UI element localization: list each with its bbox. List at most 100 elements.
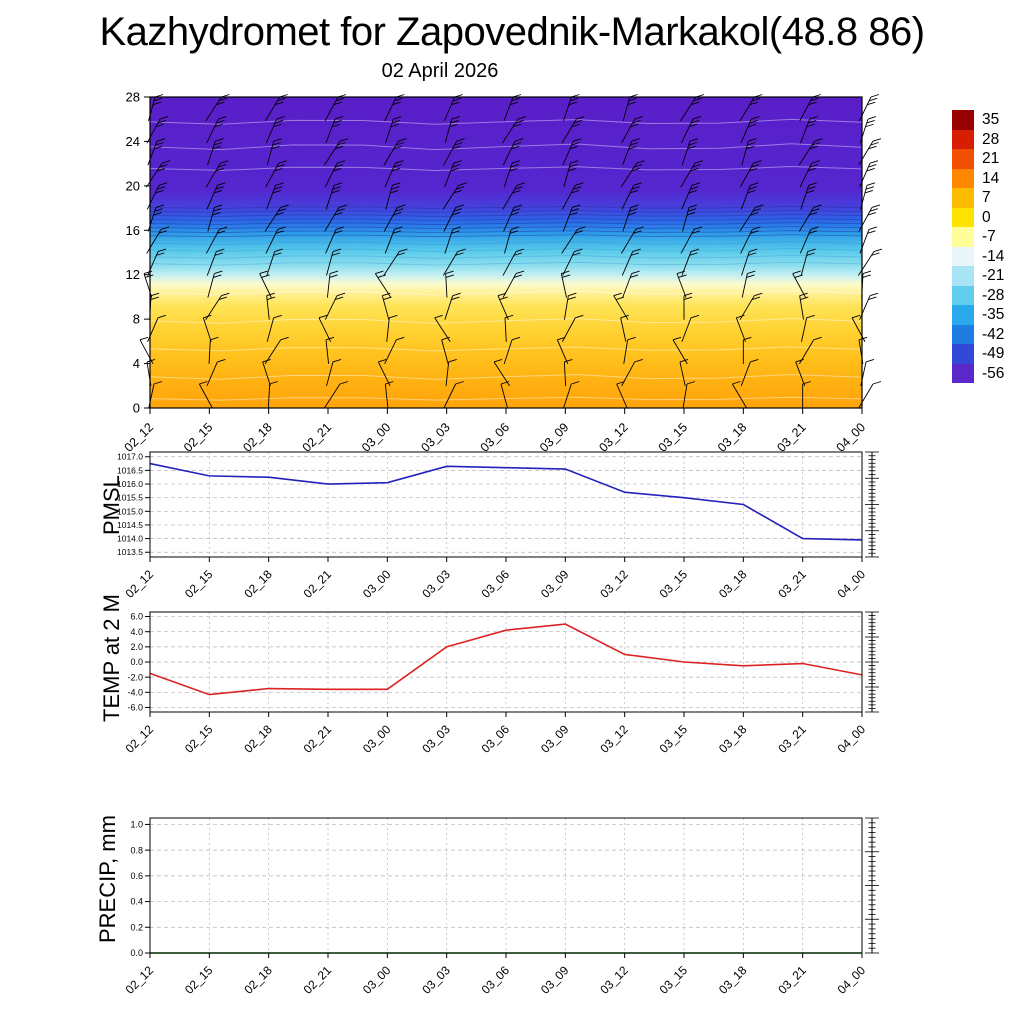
colorbar-cell <box>952 188 974 208</box>
svg-text:04_00: 04_00 <box>835 567 869 601</box>
colorbar-cell <box>952 344 974 364</box>
svg-text:24: 24 <box>126 134 140 149</box>
svg-text:02_15: 02_15 <box>182 963 216 997</box>
colorbar-label: 0 <box>982 208 991 226</box>
svg-text:02_21: 02_21 <box>301 963 335 997</box>
temp-panel: 6.0 4.0 2.0 0.0 -2.0 -4.0 -6.0 02_12 02_15 02_18 0… <box>123 611 879 756</box>
precip-panel: 1.0 0.8 0.6 0.4 0.2 0.0 02_12 02_15 02_18 02_21 03… <box>123 817 879 997</box>
svg-text:02_12: 02_12 <box>123 567 157 601</box>
svg-text:03_03: 03_03 <box>419 567 453 601</box>
svg-text:-2.0: -2.0 <box>127 672 143 682</box>
svg-text:1015.5: 1015.5 <box>117 493 143 503</box>
colorbar-cell <box>952 149 974 169</box>
svg-text:1016.5: 1016.5 <box>117 465 143 475</box>
svg-text:03_12: 03_12 <box>597 567 631 601</box>
svg-text:0.2: 0.2 <box>130 922 143 932</box>
colorbar-label: -14 <box>982 247 1005 265</box>
svg-text:02_15: 02_15 <box>182 722 216 756</box>
colorbar-cell <box>952 305 974 325</box>
colorbar-label: -42 <box>982 325 1005 343</box>
colorbar-label: -35 <box>982 306 1005 323</box>
svg-text:03_03: 03_03 <box>419 722 453 756</box>
svg-text:28: 28 <box>126 90 140 105</box>
svg-text:03_15: 03_15 <box>657 963 691 997</box>
svg-text:1.0: 1.0 <box>130 820 143 830</box>
colorbar-cells <box>952 110 974 383</box>
svg-text:1016.0: 1016.0 <box>117 479 143 489</box>
svg-text:0.4: 0.4 <box>130 897 143 907</box>
svg-text:1014.5: 1014.5 <box>117 520 143 530</box>
svg-text:03_12: 03_12 <box>597 722 631 756</box>
svg-text:03_00: 03_00 <box>360 963 394 997</box>
svg-text:4.0: 4.0 <box>130 627 143 637</box>
colorbar-cell <box>952 110 974 130</box>
svg-text:16: 16 <box>126 223 140 238</box>
svg-text:6.0: 6.0 <box>130 612 143 622</box>
colorbar-cell <box>952 363 974 383</box>
svg-text:-4.0: -4.0 <box>127 687 143 697</box>
svg-text:0.0: 0.0 <box>130 657 143 667</box>
svg-text:1017.0: 1017.0 <box>117 452 143 462</box>
svg-text:02_15: 02_15 <box>182 567 216 601</box>
colorbar-cell <box>952 266 974 286</box>
svg-text:02_21: 02_21 <box>301 722 335 756</box>
svg-text:03_09: 03_09 <box>538 567 572 601</box>
svg-text:03_06: 03_06 <box>479 722 513 756</box>
svg-text:03_06: 03_06 <box>479 567 513 601</box>
colorbar-cell <box>952 168 974 188</box>
svg-text:03_18: 03_18 <box>716 963 750 997</box>
svg-text:03_15: 03_15 <box>657 722 691 756</box>
colorbar-label: 7 <box>982 189 991 206</box>
colorbar: 35 28 21 14 7 0 -7 -14 -21 -28 -35 -42 -49 -56 <box>952 110 1024 390</box>
svg-text:03_21: 03_21 <box>775 963 809 997</box>
colorbar-label: -49 <box>982 345 1005 362</box>
svg-text:0.6: 0.6 <box>130 871 143 881</box>
svg-text:03_09: 03_09 <box>538 963 572 997</box>
colorbar-cell <box>952 285 974 305</box>
svg-text:03_21: 03_21 <box>775 722 809 756</box>
svg-text:03_15: 03_15 <box>657 567 691 601</box>
svg-text:03_00: 03_00 <box>360 722 394 756</box>
colorbar-label: 35 <box>982 111 1000 128</box>
colorbar-label: 28 <box>982 130 1000 148</box>
svg-text:02_12: 02_12 <box>123 963 157 997</box>
colorbar-cell <box>952 324 974 344</box>
chart-title: Kazhydromet for Zapovednik-Markakol(48.8… <box>99 10 925 54</box>
svg-text:02_18: 02_18 <box>241 963 275 997</box>
colorbar-label: 21 <box>982 150 1000 167</box>
svg-text:02_18: 02_18 <box>241 567 275 601</box>
colorbar-cell <box>952 129 974 149</box>
svg-text:03_09: 03_09 <box>538 722 572 756</box>
svg-text:4: 4 <box>133 356 140 371</box>
svg-text:1014.0: 1014.0 <box>117 534 143 544</box>
chart-date: 02 April 2026 <box>381 60 499 82</box>
svg-text:04_00: 04_00 <box>835 963 869 997</box>
svg-text:02_12: 02_12 <box>123 722 157 756</box>
colorbar-label: 14 <box>982 169 1000 187</box>
svg-text:8: 8 <box>133 312 140 327</box>
svg-text:03_12: 03_12 <box>597 963 631 997</box>
svg-text:03_00: 03_00 <box>360 567 394 601</box>
svg-text:0: 0 <box>133 401 140 416</box>
colorbar-cell <box>952 227 974 247</box>
svg-text:1013.5: 1013.5 <box>117 547 143 557</box>
svg-text:04_00: 04_00 <box>835 722 869 756</box>
svg-text:02_21: 02_21 <box>301 567 335 601</box>
colorbar-label: -56 <box>982 364 1005 382</box>
svg-text:03_06: 03_06 <box>479 963 513 997</box>
colorbar-cell <box>952 246 974 266</box>
svg-text:2.0: 2.0 <box>130 642 143 652</box>
svg-text:03_18: 03_18 <box>716 567 750 601</box>
colorbar-cell <box>952 207 974 227</box>
colorbar-label: -21 <box>982 267 1005 284</box>
svg-text:12: 12 <box>126 267 140 282</box>
svg-text:03_03: 03_03 <box>419 963 453 997</box>
svg-text:0.8: 0.8 <box>130 845 143 855</box>
colorbar-label: -28 <box>982 286 1005 304</box>
colorbar-label: -7 <box>982 228 996 245</box>
svg-text:1015.0: 1015.0 <box>117 506 143 516</box>
svg-text:03_18: 03_18 <box>716 722 750 756</box>
svg-text:-6.0: -6.0 <box>127 703 143 713</box>
